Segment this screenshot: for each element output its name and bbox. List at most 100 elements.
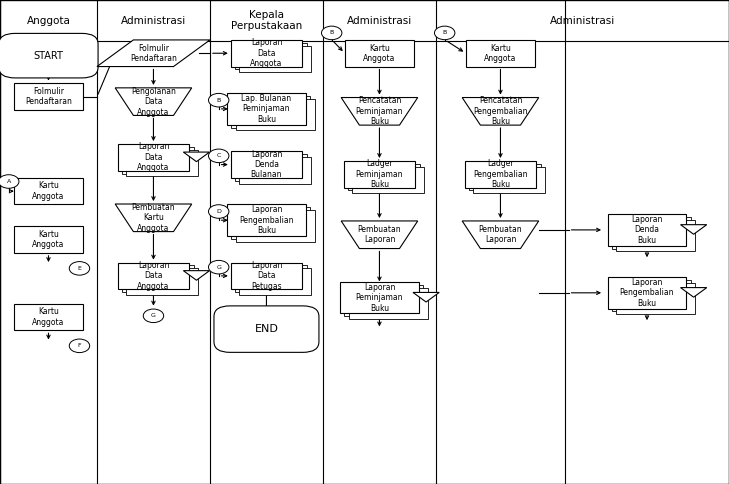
Bar: [230, 262, 302, 289]
Polygon shape: [341, 98, 418, 125]
Text: Administrasi: Administrasi: [121, 15, 186, 26]
Bar: [122, 147, 193, 173]
Text: Laporan
Data
Petugas: Laporan Data Petugas: [251, 261, 282, 291]
Bar: [352, 166, 424, 193]
Bar: [616, 283, 695, 315]
Text: Anggota: Anggota: [26, 15, 71, 26]
Bar: [239, 268, 311, 295]
Bar: [348, 164, 419, 190]
Text: F: F: [78, 343, 81, 348]
Bar: [464, 161, 536, 187]
Polygon shape: [413, 292, 439, 302]
Bar: [607, 277, 686, 309]
Bar: [607, 214, 686, 245]
Bar: [230, 40, 302, 66]
Bar: [340, 282, 418, 314]
Circle shape: [0, 175, 19, 188]
Bar: [466, 40, 535, 66]
Text: Administrasi: Administrasi: [347, 15, 412, 26]
Bar: [14, 304, 83, 330]
Text: END: END: [254, 324, 278, 334]
Bar: [232, 207, 311, 239]
Polygon shape: [184, 152, 210, 162]
Text: B: B: [330, 30, 334, 35]
Bar: [232, 96, 311, 127]
Bar: [230, 151, 302, 178]
Circle shape: [208, 149, 229, 163]
Bar: [127, 268, 198, 295]
Polygon shape: [462, 98, 539, 125]
Polygon shape: [680, 287, 706, 297]
Text: Laporan
Data
Anggota: Laporan Data Anggota: [137, 261, 170, 291]
Bar: [344, 161, 416, 187]
Circle shape: [69, 339, 90, 352]
Bar: [348, 287, 427, 319]
Circle shape: [208, 260, 229, 274]
Circle shape: [321, 26, 342, 40]
Text: E: E: [77, 266, 82, 271]
Text: START: START: [34, 51, 63, 60]
Bar: [236, 210, 314, 242]
Bar: [14, 227, 83, 253]
Text: Lap. Bulanan
Peminjaman
Buku: Lap. Bulanan Peminjaman Buku: [241, 94, 292, 124]
Text: Laporan
Data
Anggota: Laporan Data Anggota: [137, 142, 170, 172]
Text: Pembuatan
Laporan: Pembuatan Laporan: [479, 225, 522, 244]
Bar: [612, 217, 690, 249]
Bar: [122, 265, 193, 292]
Bar: [227, 204, 305, 236]
Text: B: B: [217, 98, 221, 103]
Polygon shape: [341, 221, 418, 249]
Text: D: D: [217, 209, 221, 214]
Bar: [117, 262, 189, 289]
Bar: [127, 150, 198, 176]
Bar: [117, 144, 189, 170]
Text: Kartu
Anggota: Kartu Anggota: [484, 44, 517, 63]
Bar: [239, 46, 311, 72]
Text: Kepala
Perpustakaan: Kepala Perpustakaan: [231, 10, 302, 31]
Circle shape: [434, 26, 455, 40]
Circle shape: [208, 93, 229, 107]
Polygon shape: [462, 221, 539, 249]
Text: B: B: [443, 30, 447, 35]
Text: Laporan
Denda
Buku: Laporan Denda Buku: [631, 215, 663, 245]
Text: Kartu
Anggota: Kartu Anggota: [363, 44, 396, 63]
FancyBboxPatch shape: [0, 33, 98, 78]
Text: C: C: [217, 153, 221, 158]
Bar: [612, 280, 690, 312]
Text: Pencatatan
Pengembalian
Buku: Pencatatan Pengembalian Buku: [473, 96, 528, 126]
Polygon shape: [97, 40, 210, 66]
Text: Ladger
Peminjaman
Buku: Ladger Peminjaman Buku: [356, 159, 403, 189]
Text: Kartu
Anggota: Kartu Anggota: [32, 182, 65, 201]
Bar: [616, 220, 695, 252]
Polygon shape: [184, 271, 210, 280]
Bar: [227, 93, 305, 124]
Text: Laporan
Peminjaman
Buku: Laporan Peminjaman Buku: [356, 283, 403, 313]
Circle shape: [208, 205, 229, 218]
Text: Laporan
Pengembalian
Buku: Laporan Pengembalian Buku: [239, 205, 294, 235]
Bar: [235, 265, 306, 292]
Text: Pengolanan
Data
Anggota: Pengolanan Data Anggota: [131, 87, 176, 117]
Text: G: G: [217, 265, 221, 270]
Text: Laporan
Data
Anggota: Laporan Data Anggota: [250, 38, 283, 68]
Text: A: A: [7, 179, 11, 184]
Bar: [344, 285, 423, 317]
Text: Folmulir
Pendaftaran: Folmulir Pendaftaran: [130, 44, 177, 63]
Bar: [239, 157, 311, 183]
Text: Ladger
Pengembalian
Buku: Ladger Pengembalian Buku: [473, 159, 528, 189]
Circle shape: [69, 261, 90, 275]
FancyBboxPatch shape: [214, 306, 319, 352]
Polygon shape: [115, 204, 192, 231]
Bar: [235, 154, 306, 181]
Text: Kartu
Anggota: Kartu Anggota: [32, 230, 65, 249]
Bar: [235, 43, 306, 69]
Bar: [14, 83, 83, 110]
Text: Kartu
Anggota: Kartu Anggota: [32, 307, 65, 327]
Bar: [14, 178, 83, 204]
Text: Administrasi: Administrasi: [550, 15, 615, 26]
Text: Pembuatan
Laporan: Pembuatan Laporan: [358, 225, 401, 244]
Text: G: G: [151, 313, 156, 318]
Text: Laporan
Denda
Bulanan: Laporan Denda Bulanan: [251, 150, 282, 180]
Polygon shape: [680, 225, 706, 234]
Text: Pembuatan
Kartu
Anggota: Pembuatan Kartu Anggota: [132, 203, 175, 233]
Bar: [469, 164, 540, 190]
